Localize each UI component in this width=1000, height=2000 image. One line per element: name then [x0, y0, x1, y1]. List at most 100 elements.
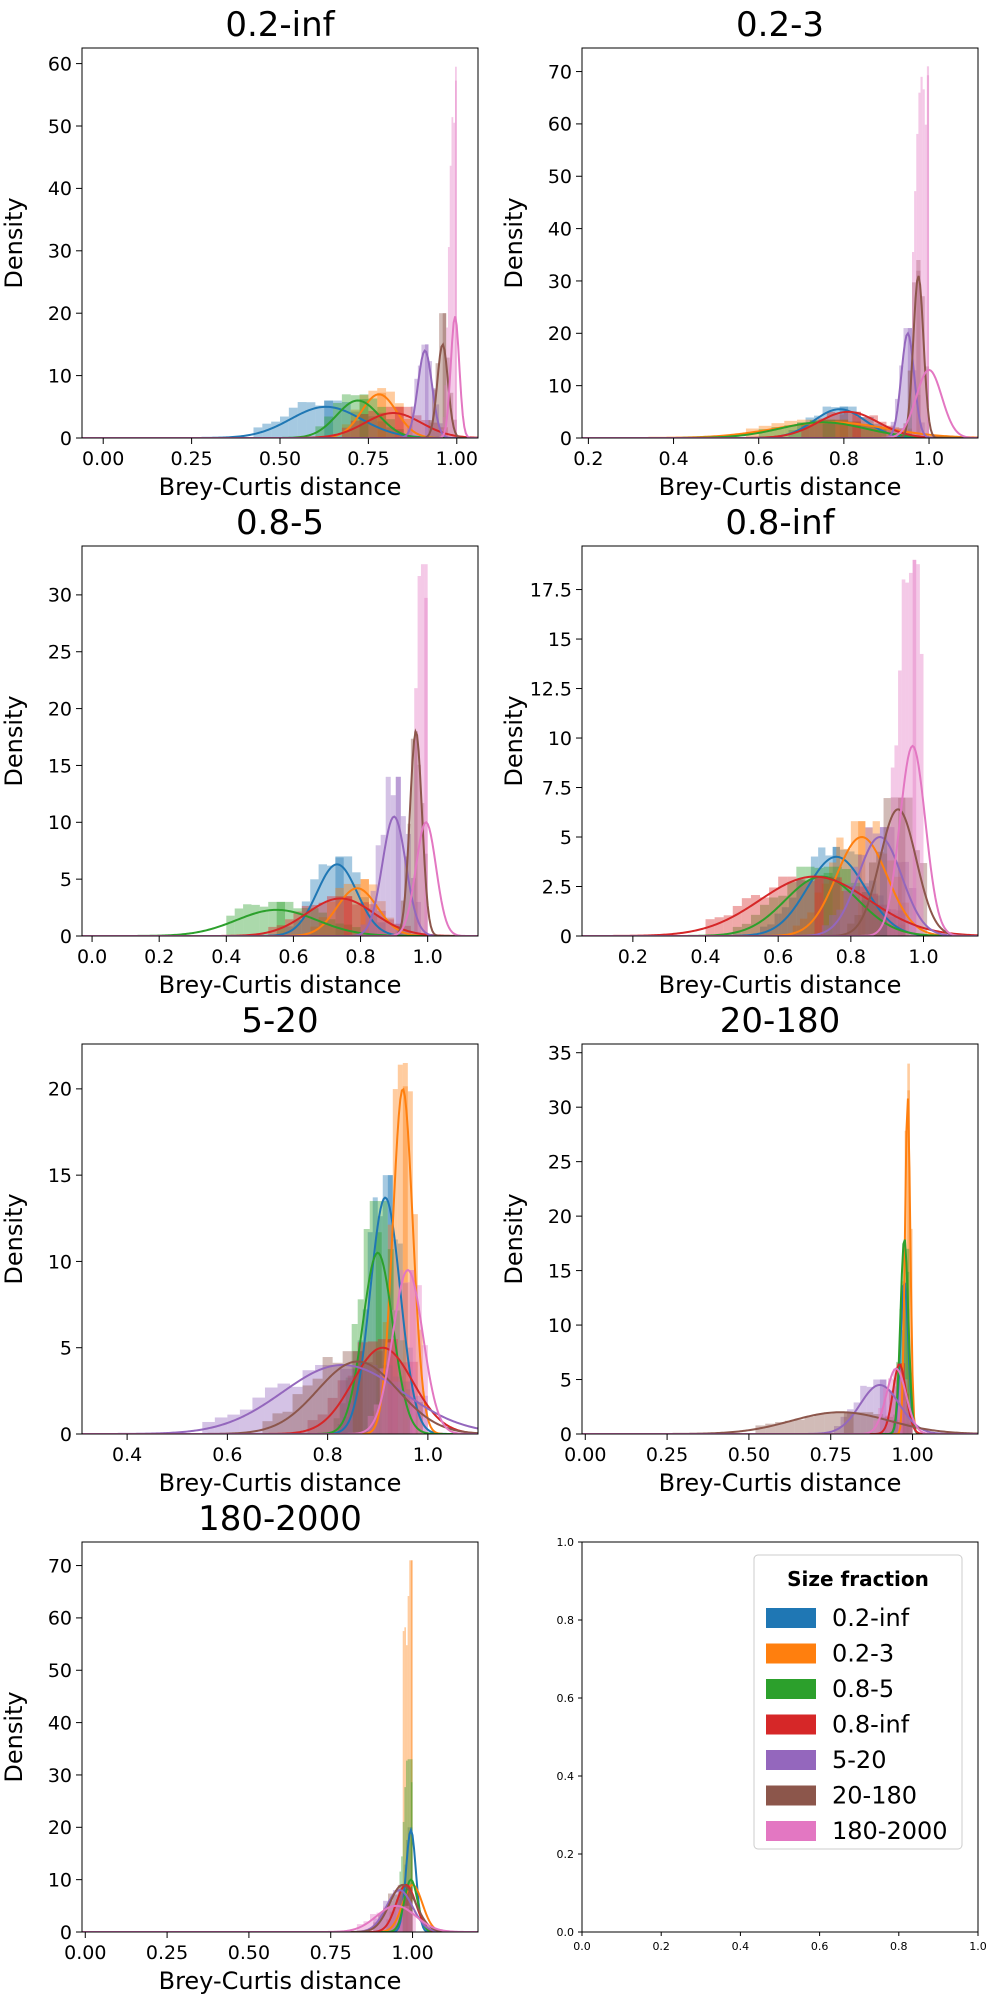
hist-bar — [805, 866, 815, 936]
hist-bar — [383, 1900, 388, 1932]
hist-bar — [807, 912, 815, 936]
hist-bar — [741, 898, 751, 936]
hist-bar — [227, 1414, 240, 1434]
y-tick-label: 0 — [60, 428, 72, 450]
kde-line-180-2000 — [582, 744, 978, 936]
hist-bar — [387, 1339, 398, 1434]
hist-bar — [920, 296, 925, 438]
hist-bar — [421, 420, 431, 438]
hist-bar — [317, 1414, 328, 1434]
chart-panel-5: 0.00 0.25 0.50 0.75 1.00 0 5 10 15 20 25 30 35 20-180… — [500, 1001, 979, 1497]
hist-bar — [822, 419, 836, 438]
hist-bar — [899, 1400, 906, 1434]
hist-bar — [825, 855, 833, 936]
hist-bar — [873, 427, 887, 438]
hist-bar — [424, 344, 429, 438]
hist-bar — [847, 1409, 854, 1434]
hist-bar — [333, 1418, 340, 1434]
hist-bar — [394, 403, 404, 438]
hist-bar — [381, 1201, 388, 1434]
hist-bar — [908, 572, 913, 936]
legend-label: 20-180 — [832, 1782, 917, 1810]
hist-bar — [832, 846, 840, 936]
legend-swatch-5-20 — [766, 1750, 816, 1770]
hist-bar — [412, 1214, 418, 1434]
y-tick-label: 0.4 — [557, 1770, 575, 1783]
hist-bar — [393, 1310, 400, 1434]
hist-peak-bar — [843, 1412, 854, 1434]
legend-swatch-0.2-3 — [766, 1643, 816, 1664]
hist-bar — [905, 797, 913, 936]
hist-bar — [894, 398, 900, 438]
x-tick-label: 0.00 — [564, 1444, 606, 1466]
kde-line-0.8-5 — [82, 1878, 478, 1932]
hist-bar — [796, 866, 806, 936]
hist-bar — [801, 424, 810, 438]
hist-peak-bar — [409, 1270, 416, 1434]
kde-line-0.8-inf — [82, 897, 478, 936]
hist-bar — [343, 896, 353, 936]
x-tick-label: 0.25 — [646, 1444, 688, 1466]
y-tick-label: 10 — [48, 365, 72, 387]
hist-bar — [322, 1357, 333, 1434]
hist-bar — [919, 863, 928, 936]
hist-bar — [872, 833, 880, 936]
axes-frame — [581, 1541, 979, 1933]
kde-line-0.2-3 — [582, 1098, 978, 1434]
legend: Size fraction 0.2-inf 0.2-3 0.8-5 0.8-inf 5-2… — [753, 1554, 963, 1850]
hist-bar — [302, 1385, 313, 1434]
hist-bar — [372, 1351, 383, 1434]
hist-bar — [887, 827, 895, 936]
y-axis-label: Density — [0, 197, 28, 288]
hist-bar — [378, 1913, 384, 1932]
hist-bar — [878, 1408, 884, 1434]
kde-line-0.8-inf — [582, 410, 978, 438]
hist-bar — [850, 882, 860, 936]
y-tick-label: 1.0 — [557, 1536, 575, 1549]
y-tick-label: 0 — [60, 1922, 72, 1944]
x-axis-label: Brey-Curtis distance — [159, 1967, 402, 1995]
hist-bar — [407, 1901, 413, 1932]
kde-line-5-20 — [82, 1889, 478, 1932]
x-tick-label: 0.4 — [732, 1940, 750, 1953]
y-tick-label: 15 — [48, 1165, 72, 1187]
hist-bar — [337, 1424, 343, 1434]
hist-bar — [382, 1175, 388, 1434]
hist-bar — [402, 1890, 406, 1932]
hist-bar — [367, 1341, 378, 1434]
y-tick-label: 30 — [48, 585, 72, 607]
hist-bar — [372, 1197, 378, 1434]
hist-bar — [886, 425, 895, 438]
hist-peak-bar — [387, 1339, 398, 1434]
kde-line-0.2-inf — [582, 1282, 978, 1434]
hist-bar — [869, 880, 877, 936]
x-tick-label: 0.0 — [573, 1940, 591, 1953]
x-tick-label: 1.0 — [969, 1940, 987, 1953]
hist-bar — [818, 847, 826, 936]
hist-bar — [854, 854, 862, 936]
hist-peak-bar — [377, 388, 387, 438]
hist-0.2-3 — [792, 821, 909, 936]
hist-bar — [390, 1381, 403, 1434]
hist-bar — [368, 390, 378, 438]
hist-bar — [417, 365, 422, 438]
chart-title: 0.2-3 — [736, 5, 824, 45]
plot-area — [582, 559, 978, 936]
hist-bar — [832, 877, 842, 936]
hist-peak-bar — [442, 313, 447, 438]
hist-bar — [769, 897, 779, 936]
y-tick-label: 20 — [48, 698, 72, 720]
hist-bar — [341, 402, 351, 438]
hist-bar — [352, 872, 361, 936]
hist-bar — [392, 1376, 403, 1434]
hist-peak-bar — [402, 1062, 408, 1434]
hist-bar — [385, 776, 391, 936]
kde-line-0.2-3 — [82, 1883, 478, 1932]
hist-bar — [377, 910, 386, 936]
x-tick-label: 1.00 — [891, 1444, 933, 1466]
hist-peak-bar — [414, 731, 418, 936]
hist-bar — [402, 1086, 408, 1434]
hist-bar — [397, 1362, 408, 1434]
hist-bar — [781, 907, 790, 936]
hist-bar — [814, 1413, 825, 1434]
